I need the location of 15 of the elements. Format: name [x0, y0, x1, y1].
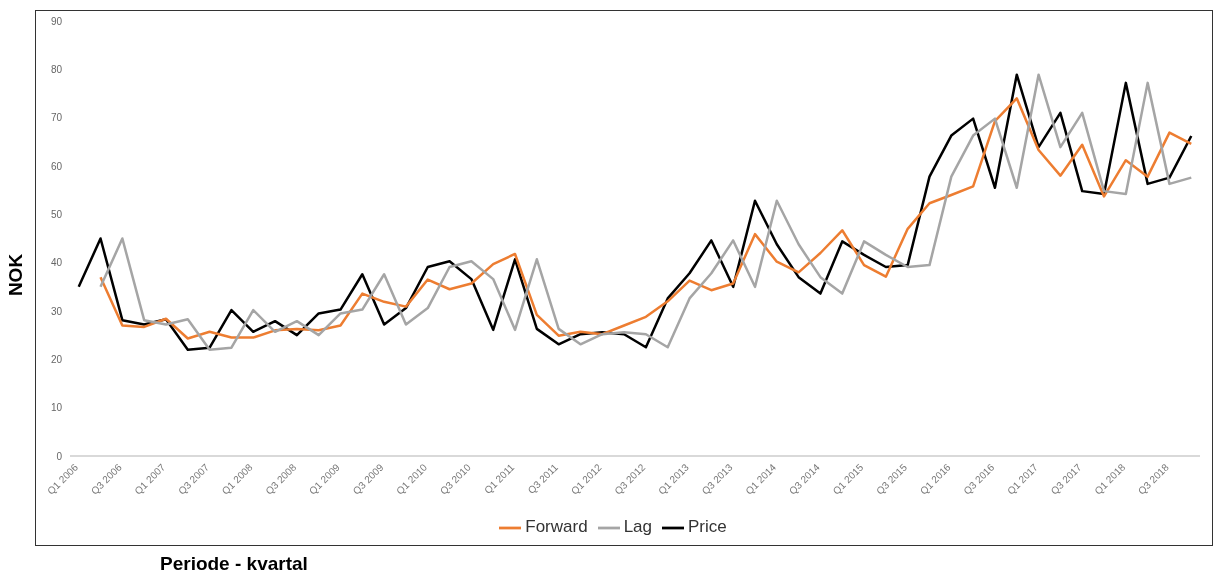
x-axis-title: Periode - kvartal — [160, 553, 308, 575]
y-tick-label: 30 — [50, 305, 63, 317]
y-axis-title: NOK — [5, 253, 27, 297]
y-tick-label: 70 — [50, 112, 63, 124]
legend-label: Forward — [525, 517, 588, 537]
y-tick-label: 10 — [50, 402, 63, 414]
y-tick-label: 20 — [50, 353, 63, 365]
y-tick-label: 40 — [50, 257, 63, 269]
y-tick-label: 60 — [50, 160, 63, 172]
y-tick-label: 50 — [50, 208, 63, 220]
y-tick-label: 0 — [56, 450, 63, 462]
y-tick-label: 80 — [50, 63, 63, 75]
y-tick-label: 90 — [50, 15, 63, 27]
legend-label: Lag — [623, 517, 652, 537]
legend-label: Price — [688, 517, 727, 537]
